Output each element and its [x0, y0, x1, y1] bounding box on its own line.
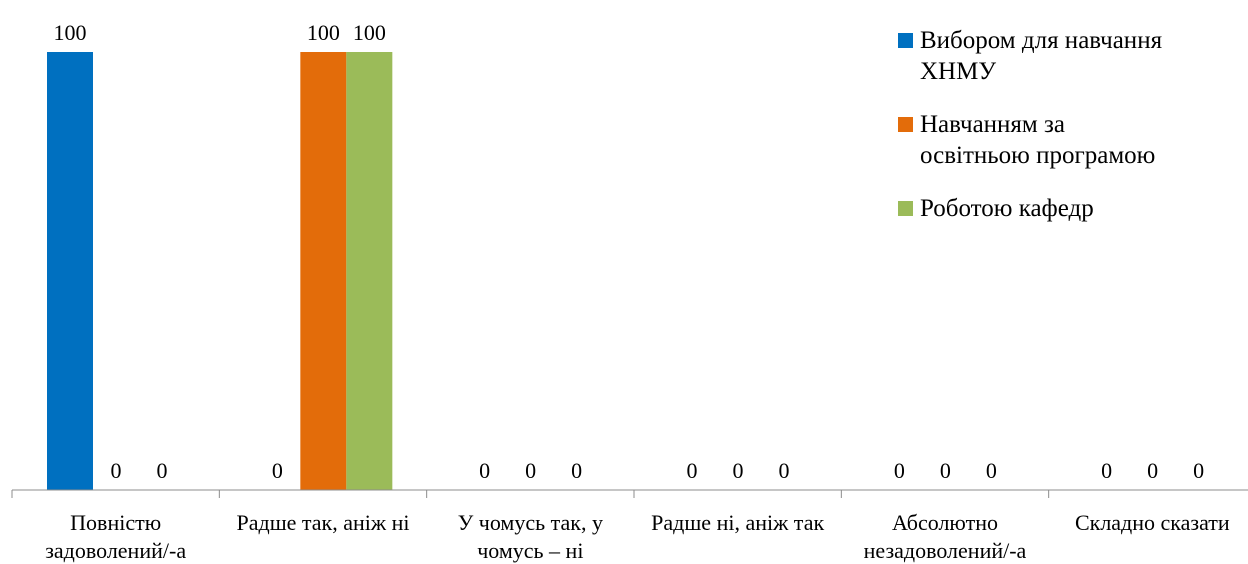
- data-label-s1-c1: 100: [307, 20, 340, 45]
- data-label-s0-c0: 100: [54, 20, 87, 45]
- legend-label-1: Навчанням за освітньою програмою: [920, 111, 1155, 169]
- data-label-s2-c2: 0: [571, 458, 582, 483]
- data-label-s1-c3: 0: [733, 458, 744, 483]
- legend-swatch-1: [898, 117, 913, 132]
- data-label-s2-c5: 0: [1193, 458, 1204, 483]
- x-tick-label-3: Радше ні, аніж так: [651, 510, 824, 535]
- data-labels-group: 100 0 0 0 0 0 0 100 0 0 0 0 0 100 0 0 0 0: [54, 20, 1205, 483]
- data-label-s1-c4: 0: [940, 458, 951, 483]
- data-label-s1-c5: 0: [1147, 458, 1158, 483]
- data-label-s2-c3: 0: [779, 458, 790, 483]
- data-label-s2-c0: 0: [157, 458, 168, 483]
- bar-s1-c1: [300, 52, 347, 490]
- data-label-s2-c1: 100: [353, 20, 386, 45]
- data-label-s0-c5: 0: [1101, 458, 1112, 483]
- bar-s2-c1: [346, 52, 393, 490]
- bars-group: [47, 52, 393, 490]
- legend-swatch-0: [898, 33, 913, 48]
- x-tick-label-1: Радше так, аніж ні: [237, 510, 410, 535]
- x-axis: Повністю задоволений/-а Радше так, аніж ні…: [11, 489, 1248, 563]
- data-label-s0-c4: 0: [894, 458, 905, 483]
- legend-swatch-2: [898, 201, 913, 216]
- legend-label-2: Роботою кафедр: [920, 195, 1094, 222]
- data-label-s0-c1: 0: [272, 458, 283, 483]
- data-label-s1-c0: 0: [111, 458, 122, 483]
- data-label-s1-c2: 0: [525, 458, 536, 483]
- x-tick-label-0: Повністю задоволений/-а: [45, 510, 186, 563]
- legend: Вибором для навчання ХНМУ Навчанням за осві…: [898, 27, 1163, 222]
- data-label-s0-c3: 0: [687, 458, 698, 483]
- legend-label-0: Вибором для навчання ХНМУ: [920, 27, 1163, 85]
- bar-s0-c0: [47, 52, 93, 490]
- x-tick-label-4: Абсолютно незадоволений/-а: [864, 510, 1027, 563]
- x-tick-label-2: У чомусь так, у чомусь – ні: [458, 510, 603, 563]
- data-label-s2-c4: 0: [986, 458, 997, 483]
- data-label-s0-c2: 0: [479, 458, 490, 483]
- x-tick-label-5: Складно сказати: [1075, 510, 1230, 535]
